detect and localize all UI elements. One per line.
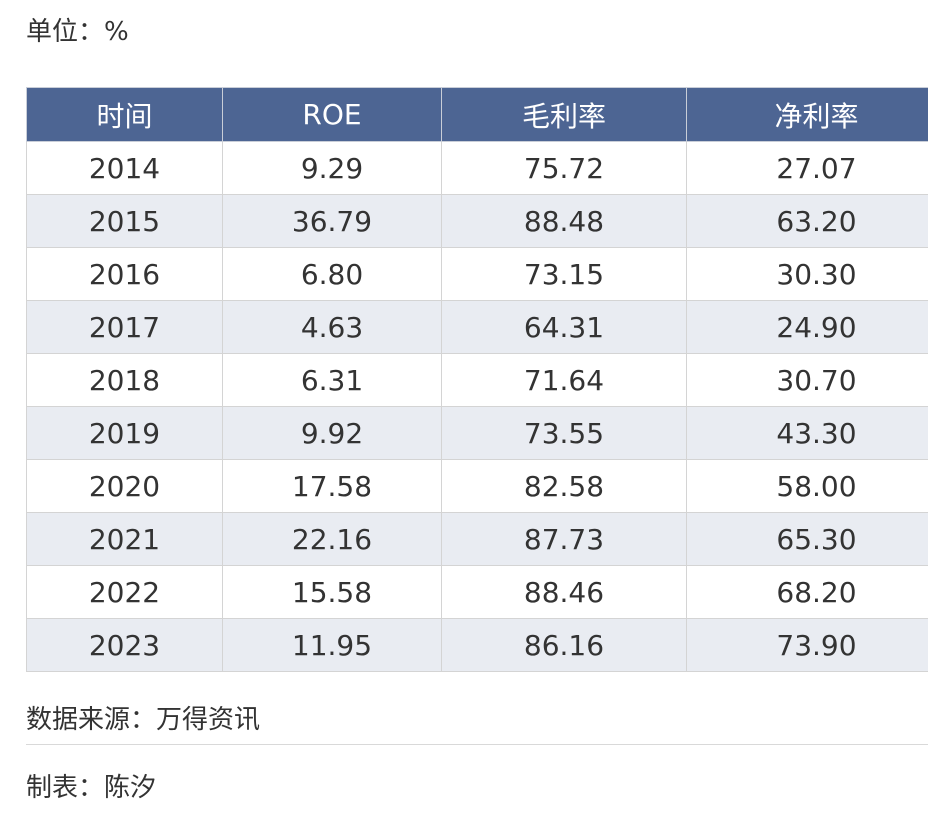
header-roe: ROE (222, 87, 442, 142)
table-row: 2017 4.63 64.31 24.90 (26, 300, 928, 354)
cell-roe: 11.95 (222, 618, 442, 672)
cell-gross-margin: 73.15 (441, 247, 687, 301)
table-row: 2021 22.16 87.73 65.30 (26, 512, 928, 566)
header-year: 时间 (26, 87, 223, 142)
cell-gross-margin: 88.48 (441, 194, 687, 248)
cell-gross-margin: 64.31 (441, 300, 687, 354)
data-table-container: 时间 ROE 毛利率 净利率 2014 9.29 75.72 27.07 201… (26, 87, 928, 672)
cell-net-margin: 58.00 (686, 459, 928, 513)
table-row: 2020 17.58 82.58 58.00 (26, 459, 928, 513)
table-row: 2014 9.29 75.72 27.07 (26, 141, 928, 195)
cell-roe: 9.29 (222, 141, 442, 195)
cell-net-margin: 68.20 (686, 565, 928, 619)
cell-gross-margin: 75.72 (441, 141, 687, 195)
cell-year: 2020 (26, 459, 223, 513)
cell-gross-margin: 73.55 (441, 406, 687, 460)
cell-year: 2014 (26, 141, 223, 195)
cell-roe: 22.16 (222, 512, 442, 566)
table-row: 2023 11.95 86.16 73.90 (26, 618, 928, 672)
table-row: 2018 6.31 71.64 30.70 (26, 353, 928, 407)
cell-gross-margin: 86.16 (441, 618, 687, 672)
cell-gross-margin: 87.73 (441, 512, 687, 566)
unit-label: 单位：% (26, 17, 129, 47)
cell-net-margin: 24.90 (686, 300, 928, 354)
author-label: 制表：陈汐 (26, 773, 157, 803)
table-header-row: 时间 ROE 毛利率 净利率 (26, 87, 928, 142)
cell-year: 2019 (26, 406, 223, 460)
header-gross-margin: 毛利率 (441, 87, 687, 142)
cell-net-margin: 63.20 (686, 194, 928, 248)
table-row: 2022 15.58 88.46 68.20 (26, 565, 928, 619)
cell-roe: 4.63 (222, 300, 442, 354)
cell-net-margin: 73.90 (686, 618, 928, 672)
cell-roe: 6.80 (222, 247, 442, 301)
cell-net-margin: 30.30 (686, 247, 928, 301)
cell-year: 2016 (26, 247, 223, 301)
cell-year: 2022 (26, 565, 223, 619)
cell-net-margin: 65.30 (686, 512, 928, 566)
cell-year: 2018 (26, 353, 223, 407)
data-source-label: 数据来源：万得资讯 (26, 705, 261, 735)
cell-roe: 6.31 (222, 353, 442, 407)
cell-roe: 17.58 (222, 459, 442, 513)
data-table: 时间 ROE 毛利率 净利率 2014 9.29 75.72 27.07 201… (26, 87, 928, 672)
header-net-margin: 净利率 (686, 87, 928, 142)
cell-roe: 36.79 (222, 194, 442, 248)
divider (26, 744, 928, 745)
table-row: 2015 36.79 88.48 63.20 (26, 194, 928, 248)
cell-roe: 9.92 (222, 406, 442, 460)
cell-net-margin: 27.07 (686, 141, 928, 195)
cell-gross-margin: 71.64 (441, 353, 687, 407)
table-row: 2016 6.80 73.15 30.30 (26, 247, 928, 301)
cell-gross-margin: 82.58 (441, 459, 687, 513)
cell-net-margin: 43.30 (686, 406, 928, 460)
cell-roe: 15.58 (222, 565, 442, 619)
cell-year: 2021 (26, 512, 223, 566)
cell-net-margin: 30.70 (686, 353, 928, 407)
cell-year: 2017 (26, 300, 223, 354)
cell-gross-margin: 88.46 (441, 565, 687, 619)
table-row: 2019 9.92 73.55 43.30 (26, 406, 928, 460)
cell-year: 2023 (26, 618, 223, 672)
cell-year: 2015 (26, 194, 223, 248)
